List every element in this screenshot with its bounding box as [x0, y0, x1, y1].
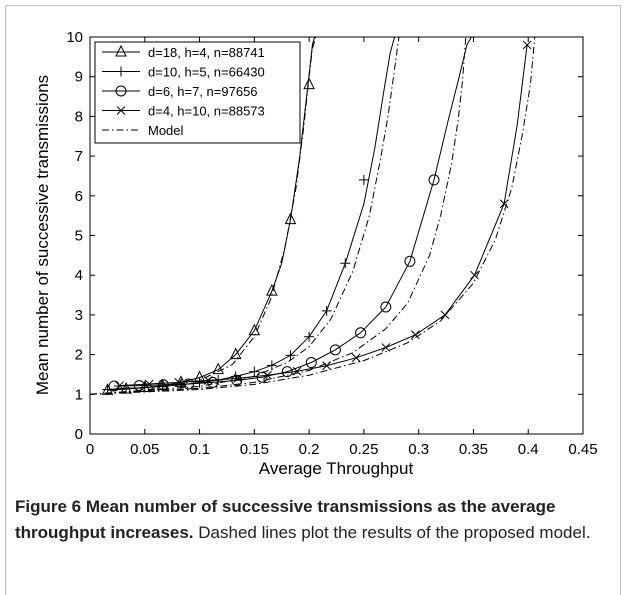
legend-x-marker — [116, 106, 126, 115]
x-marker — [115, 381, 124, 390]
x-tick-label: 0.3 — [408, 441, 429, 458]
x-tick-label: 0.15 — [240, 441, 269, 458]
series-4 — [90, 37, 536, 395]
x-marker — [440, 310, 450, 320]
model-curve-3 — [90, 37, 536, 395]
plus-marker — [340, 258, 351, 269]
plus-marker — [358, 174, 369, 185]
chart-marks — [90, 37, 536, 395]
caption-text: Dashed lines plot the results of the pro… — [198, 523, 591, 542]
y-tick-label: 4 — [75, 267, 83, 284]
legend-entry: d=6, h=7, n=97656 — [102, 84, 258, 99]
y-tick-label: 0 — [75, 426, 83, 443]
model-curve-1 — [90, 37, 400, 395]
caption-title: Mean number of successive transmissions … — [15, 497, 556, 542]
legend-label: d=10, h=5, n=66430 — [148, 65, 265, 80]
legend-label: d=6, h=7, n=97656 — [148, 84, 258, 99]
plus-marker — [285, 350, 296, 361]
y-tick-label: 1 — [75, 386, 83, 403]
y-axis-label: Mean number of successive transmissions — [33, 75, 52, 395]
y-tick-label: 3 — [75, 307, 83, 324]
triangle-marker — [212, 362, 224, 375]
legend-plus-marker — [116, 66, 126, 77]
legend-entry: d=10, h=5, n=66430 — [102, 65, 265, 80]
y-tick-label: 6 — [75, 188, 83, 205]
circle-marker — [305, 357, 317, 369]
legend-entry: d=18, h=4, n=88741 — [102, 44, 265, 60]
x-marker — [174, 378, 184, 387]
figure-frame — [5, 5, 621, 595]
plus-marker — [249, 366, 260, 377]
x-marker — [499, 199, 509, 209]
model-curve-2 — [90, 37, 467, 395]
model-curve-0 — [90, 37, 317, 395]
x-marker — [351, 353, 361, 363]
x-marker — [144, 379, 154, 389]
circle-marker — [428, 174, 440, 186]
x-marker — [522, 40, 532, 50]
legend-label: Model — [148, 123, 184, 138]
x-marker — [322, 361, 331, 371]
legend-entry: Model — [102, 123, 184, 138]
circle-marker — [157, 379, 169, 391]
figure-caption: Figure 6 Mean number of successive trans… — [15, 494, 615, 546]
axis-ticks: 0 0.05 0.1 0.15 0.2 0.25 0.3 0.35 0.4 0.45 0 1 2 3 4 5 6… — [66, 29, 597, 458]
line-chart: 0 0.05 0.1 0.15 0.2 0.25 0.3 0.35 0.4 0.45 0 1 2 3 4 5 6… — [33, 29, 598, 478]
plus-marker — [304, 331, 315, 342]
x-tick-label: 0.1 — [189, 441, 210, 458]
triangle-marker — [284, 212, 297, 225]
y-tick-label: 10 — [66, 29, 83, 46]
circle-marker — [231, 374, 243, 386]
x-tick-label: 0.4 — [518, 441, 539, 458]
y-tick-label: 2 — [75, 347, 83, 364]
series-line — [114, 37, 472, 387]
x-marker — [263, 370, 272, 380]
x-axis-label: Average Throughput — [259, 459, 414, 478]
series-2 — [108, 37, 472, 392]
caption-label: Figure 6 — [15, 497, 82, 516]
x-tick-label: 0.05 — [130, 441, 159, 458]
plus-marker — [321, 305, 332, 316]
legend: d=18, h=4, n=88741 d=10, h=5, n=66430 d=6,… — [94, 41, 301, 144]
y-tick-label: 5 — [75, 228, 83, 245]
legend-box — [94, 41, 301, 144]
x-tick-label: 0.2 — [299, 441, 320, 458]
x-marker — [233, 374, 243, 383]
y-tick-label: 7 — [75, 148, 83, 165]
x-tick-label: 0.25 — [349, 441, 378, 458]
triangle-marker — [229, 347, 242, 360]
circle-marker — [355, 327, 367, 339]
y-tick-label: 9 — [75, 69, 83, 86]
x-tick-label: 0 — [86, 441, 94, 458]
circle-marker — [256, 371, 268, 383]
x-tick-label: 0.35 — [459, 441, 488, 458]
x-marker — [470, 270, 479, 280]
circle-marker — [207, 376, 219, 388]
legend-entry: d=4, h=10, n=88573 — [102, 104, 265, 119]
legend-label: d=4, h=10, n=88573 — [148, 104, 265, 119]
circle-marker — [329, 344, 341, 356]
x-marker — [381, 343, 391, 352]
legend-circle-marker — [115, 85, 127, 97]
x-tick-label: 0.45 — [568, 441, 597, 458]
x-marker — [411, 330, 420, 340]
legend-label: d=18, h=4, n=88741 — [148, 45, 265, 60]
legend-triangle-marker — [115, 44, 127, 57]
y-tick-label: 8 — [75, 108, 83, 125]
triangle-marker — [303, 77, 315, 90]
circle-marker — [404, 255, 416, 267]
circle-marker — [183, 378, 195, 390]
circle-marker — [380, 301, 392, 313]
